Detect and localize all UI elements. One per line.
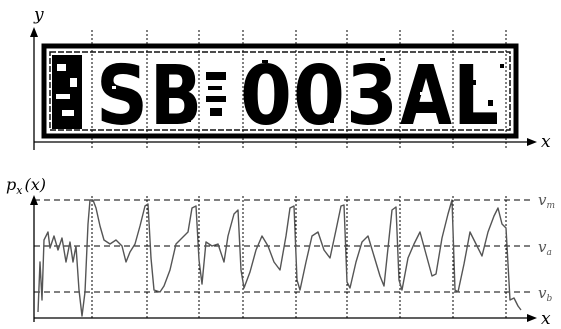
bottom-y-axis-label: px (x)	[6, 175, 46, 197]
plate-char-2: B	[150, 49, 202, 144]
top-x-arrowhead	[527, 138, 537, 146]
bottom-x-axis-label: x	[541, 309, 551, 329]
plate-char-7: L	[453, 49, 499, 144]
plate-char-3: 0	[240, 49, 292, 144]
projection-curve	[37, 199, 522, 317]
level-vm-label: vm	[538, 191, 555, 211]
bottom-panel: px (x) x vm va vb	[6, 175, 555, 329]
bottom-grid	[91, 196, 507, 318]
plate-char-5: 3	[346, 49, 398, 144]
plate-char-1: S	[96, 49, 148, 144]
top-y-axis-label: y	[33, 5, 44, 25]
plate-characters: S B 0 0 3 A L	[96, 49, 499, 144]
plate-char-4: 0	[293, 49, 345, 144]
top-grid	[91, 30, 507, 150]
top-panel: y x S B 0 0 3	[30, 5, 551, 152]
level-va-label: va	[538, 238, 552, 258]
top-y-arrowhead	[30, 27, 38, 37]
level-vb-label: vb	[538, 284, 552, 304]
top-x-axis-label: x	[541, 132, 551, 152]
license-plate-image: S B 0 0 3 A L	[41, 43, 519, 144]
bottom-x-arrowhead	[527, 314, 537, 322]
plate-char-6: A	[400, 49, 452, 144]
